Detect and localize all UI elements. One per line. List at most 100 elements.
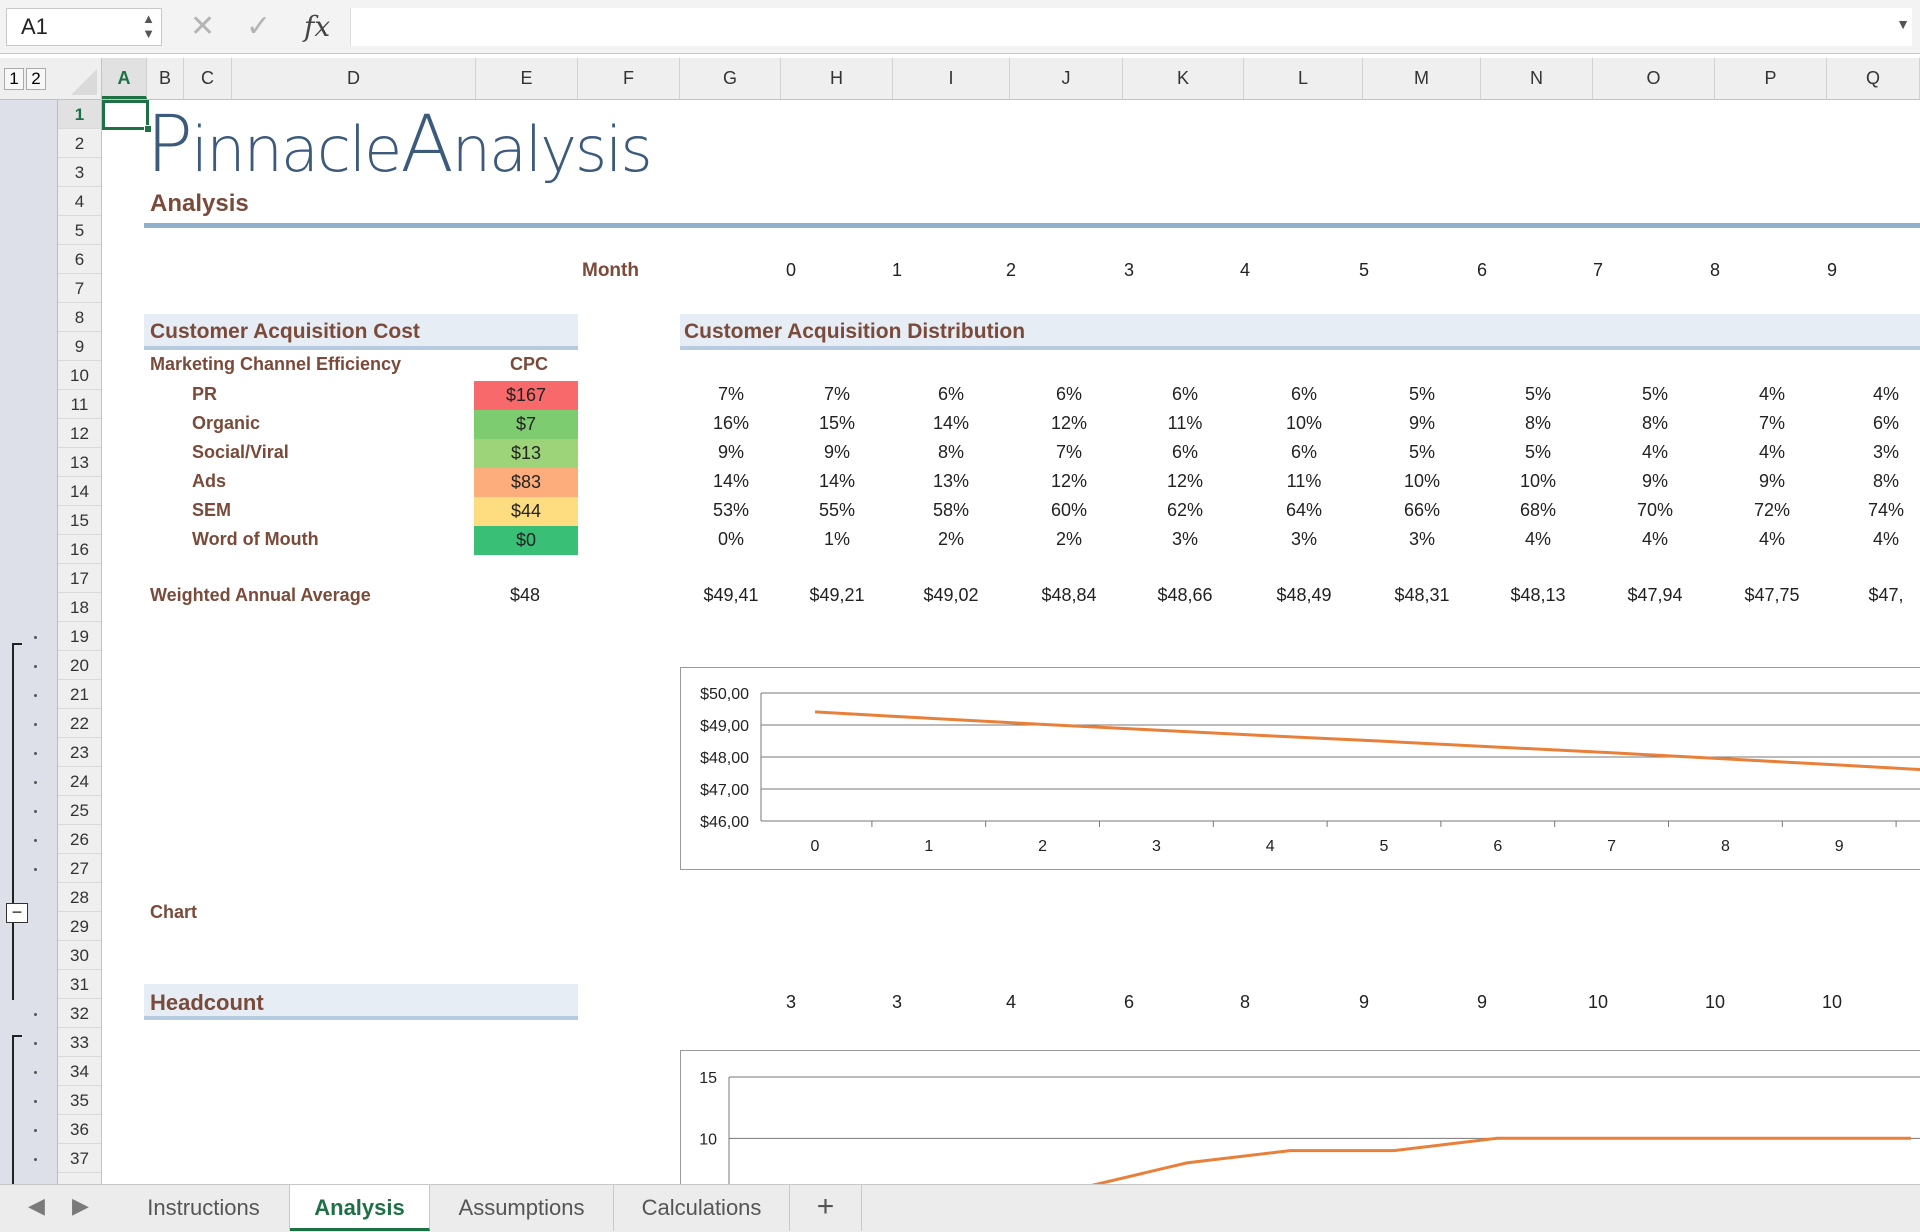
row-header-18[interactable]: 18 (58, 593, 101, 622)
column-header-b[interactable]: B (147, 58, 184, 99)
distribution-cell: 14% (818, 471, 856, 491)
row-header-28[interactable]: 28 (58, 883, 101, 912)
row-header-24[interactable]: 24 (58, 767, 101, 796)
row-header-13[interactable]: 13 (58, 448, 101, 477)
weighted-average-cell: $49,41 (703, 585, 759, 605)
column-header-i[interactable]: I (893, 58, 1010, 99)
row-header-17[interactable]: 17 (58, 564, 101, 593)
column-header-c[interactable]: C (184, 58, 232, 99)
row-header-8[interactable]: 8 (58, 303, 101, 332)
cpc-value: $0 (474, 526, 578, 555)
confirm-icon[interactable]: ✓ (246, 10, 272, 43)
row-header-4[interactable]: 4 (58, 187, 101, 216)
column-header-j[interactable]: J (1010, 58, 1123, 99)
row-header-34[interactable]: 34 (58, 1057, 101, 1086)
select-all-corner[interactable] (58, 58, 102, 99)
row-header-5[interactable]: 5 (58, 216, 101, 245)
formula-input[interactable] (350, 8, 1912, 46)
column-header-m[interactable]: M (1363, 58, 1481, 99)
cac-line-chart[interactable]: $50,00 $49,00 $48,00 $47,00 $46,00 0 1 2 3 4 5 6 7 8 9… (680, 667, 1920, 870)
group-row-dot (34, 723, 37, 726)
group-row-dot (34, 694, 37, 697)
row-header-7[interactable]: 7 (58, 274, 101, 303)
column-header-n[interactable]: N (1481, 58, 1593, 99)
column-header-a[interactable]: A (102, 58, 147, 99)
row-header-29[interactable]: 29 (58, 912, 101, 941)
row-header-10[interactable]: 10 (58, 361, 101, 390)
weighted-average-cell: $49,21 (809, 585, 865, 605)
row-header-14[interactable]: 14 (58, 477, 101, 506)
row-header-33[interactable]: 33 (58, 1028, 101, 1057)
column-header-f[interactable]: F (578, 58, 680, 99)
row-header-35[interactable]: 35 (58, 1086, 101, 1115)
prev-sheet-icon[interactable]: ◀ (28, 1193, 45, 1218)
column-header-d[interactable]: D (232, 58, 476, 99)
cpc-header: CPC (510, 354, 549, 374)
headcount-value: 6 (1123, 992, 1134, 1012)
select-all-triangle-icon (71, 69, 97, 95)
distribution-cell: 7% (1758, 413, 1785, 433)
column-header-h[interactable]: H (781, 58, 893, 99)
row-header-31[interactable]: 31 (58, 970, 101, 999)
row-header-21[interactable]: 21 (58, 680, 101, 709)
row-header-9[interactable]: 9 (58, 332, 101, 361)
row-header-2[interactable]: 2 (58, 129, 101, 158)
next-sheet-icon[interactable]: ▶ (72, 1193, 89, 1218)
analysis-divider (144, 223, 1920, 228)
row-header-11[interactable]: 11 (58, 390, 101, 419)
column-header-e[interactable]: E (476, 58, 578, 99)
collapse-group-button[interactable]: − (6, 903, 28, 923)
name-box[interactable]: A1 ▲ ▼ (6, 8, 162, 46)
distribution-cell: 16% (712, 413, 750, 433)
row-header-19[interactable]: 19 (58, 622, 101, 651)
row-header-25[interactable]: 25 (58, 796, 101, 825)
column-header-g[interactable]: G (680, 58, 781, 99)
row-header-22[interactable]: 22 (58, 709, 101, 738)
formula-expand-icon[interactable]: ▼ (1896, 16, 1910, 32)
row-header-30[interactable]: 30 (58, 941, 101, 970)
row-header-37[interactable]: 37 (58, 1144, 101, 1173)
column-header-q[interactable]: Q (1827, 58, 1920, 99)
name-box-stepper-icon[interactable]: ▲ ▼ (142, 11, 155, 41)
row-header-36[interactable]: 36 (58, 1115, 101, 1144)
cac-header-band (144, 314, 578, 350)
worksheet-grid[interactable]: PinnacleAnalysis Analysis Month 0 1 2 3 4 5 6 7… (102, 100, 1920, 1184)
row-header-23[interactable]: 23 (58, 738, 101, 767)
row-header-20[interactable]: 20 (58, 651, 101, 680)
row-header-16[interactable]: 16 (58, 535, 101, 564)
headcount-value: 9 (1476, 992, 1487, 1012)
sheet-tab-assumptions[interactable]: Assumptions (430, 1185, 614, 1231)
column-header-p[interactable]: P (1715, 58, 1827, 99)
add-sheet-button[interactable]: + (790, 1185, 862, 1231)
row-header-27[interactable]: 27 (58, 854, 101, 883)
cancel-icon[interactable]: ✕ (190, 10, 216, 43)
sheet-tab-analysis[interactable]: Analysis (290, 1185, 430, 1231)
row-header-26[interactable]: 26 (58, 825, 101, 854)
distribution-cell: 64% (1285, 500, 1323, 520)
column-header-k[interactable]: K (1123, 58, 1244, 99)
headcount-line-chart[interactable]: 15105 (680, 1050, 1920, 1184)
distribution-cell: 14% (712, 471, 750, 491)
outline-level-2-button[interactable]: 2 (26, 68, 46, 90)
column-header-l[interactable]: L (1244, 58, 1363, 99)
row-header-12[interactable]: 12 (58, 419, 101, 448)
distribution-cell: 5% (1408, 384, 1435, 404)
x-tick-label: 5 (1380, 838, 1389, 855)
sheet-tab-calculations[interactable]: Calculations (614, 1185, 790, 1231)
row-header-15[interactable]: 15 (58, 506, 101, 535)
row-header-1[interactable]: 1 (58, 100, 101, 129)
outline-level-1-button[interactable]: 1 (4, 68, 24, 90)
selected-cell-a1[interactable] (102, 100, 149, 130)
distribution-cell: 60% (1050, 500, 1088, 520)
row-header-32[interactable]: 32 (58, 999, 101, 1028)
column-header-o[interactable]: O (1593, 58, 1715, 99)
row-header-3[interactable]: 3 (58, 158, 101, 187)
channel-name: PR (192, 384, 218, 404)
weighted-average-cell: $47,75 (1744, 585, 1800, 605)
month-value: 0 (785, 260, 796, 280)
row-header-6[interactable]: 6 (58, 245, 101, 274)
distribution-cell: 8% (937, 442, 964, 462)
fill-handle[interactable] (144, 125, 152, 133)
sheet-tab-instructions[interactable]: Instructions (118, 1185, 290, 1231)
insert-function-icon[interactable]: fx (304, 10, 331, 43)
